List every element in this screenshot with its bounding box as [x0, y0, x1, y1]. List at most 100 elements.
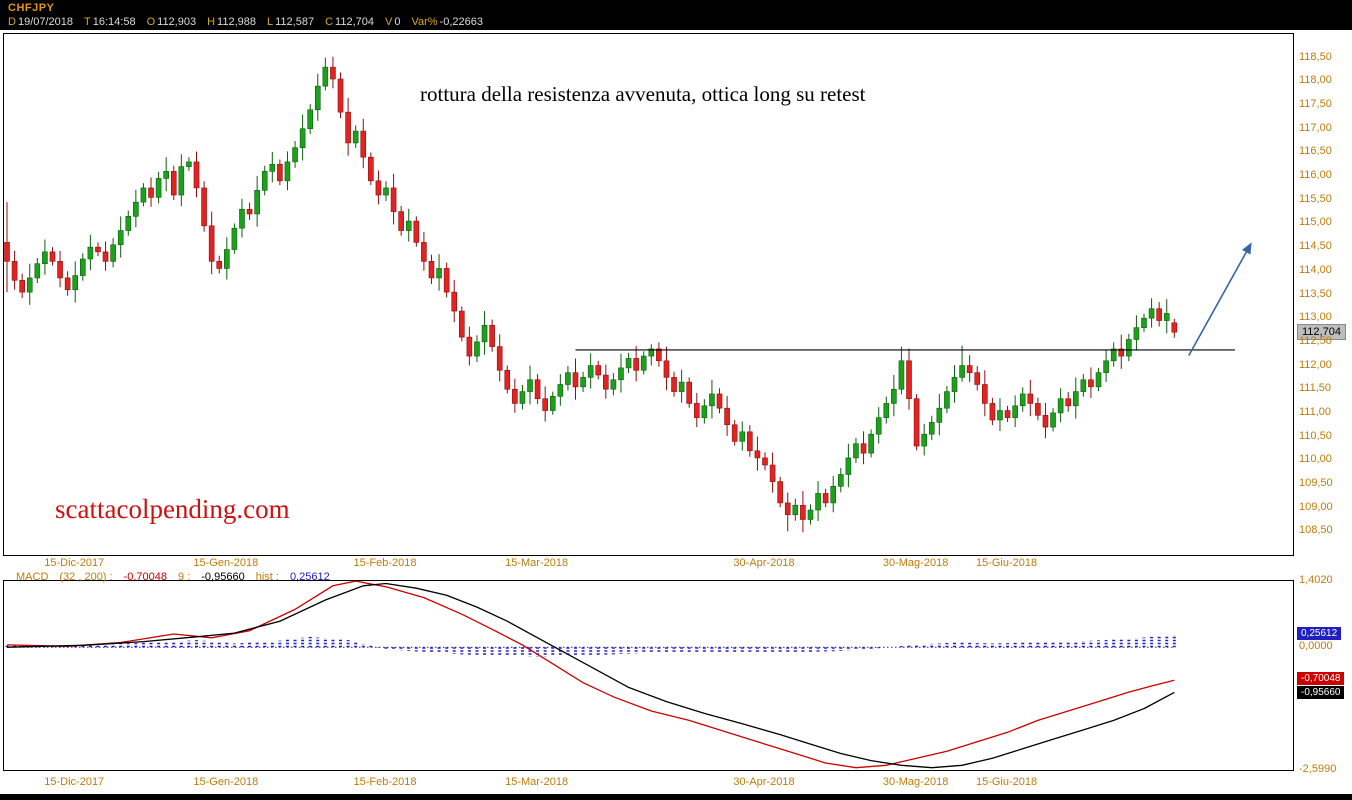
- candle-down: [64, 277, 71, 291]
- candle-down: [769, 464, 776, 482]
- candle-down: [671, 377, 677, 392]
- candle-up: [1110, 348, 1117, 362]
- candle-down: [466, 336, 473, 357]
- candle-up: [837, 474, 844, 487]
- price-tick-label: 111,50: [1299, 382, 1332, 395]
- price-tick-label: 115,50: [1299, 192, 1332, 205]
- quote-field-var: Var% -0,22663: [411, 16, 483, 28]
- candle-up: [269, 163, 276, 172]
- candle-up: [72, 275, 79, 291]
- candle-up: [875, 417, 882, 435]
- candle-up: [299, 128, 306, 148]
- candle-up: [352, 130, 359, 144]
- candle-up: [898, 360, 905, 390]
- candle-down: [19, 279, 25, 293]
- trend-arrow[interactable]: [1188, 242, 1252, 356]
- price-tick-label: 108,50: [1299, 524, 1333, 537]
- price-chart-panel[interactable]: [3, 33, 1294, 556]
- candle-up: [1095, 372, 1102, 388]
- candle-down: [170, 171, 177, 196]
- last-price-marker: 112,704: [1297, 324, 1346, 341]
- price-tick-label: 118,50: [1299, 50, 1332, 63]
- candle-up: [133, 201, 139, 217]
- candle-up: [1012, 405, 1018, 418]
- candle-up: [868, 433, 874, 454]
- quote-field-value: 19/07/2018: [17, 16, 74, 28]
- candle-down: [656, 348, 662, 362]
- date-tick-label: 15-Dic-2017: [44, 776, 105, 788]
- candle-up: [261, 171, 268, 191]
- candle-up: [997, 410, 1003, 421]
- price-tick-label: 112,00: [1299, 358, 1332, 371]
- candle-up: [845, 457, 852, 475]
- quote-field-label: T: [84, 16, 91, 28]
- macd-tick-label: 0,0000: [1299, 640, 1333, 653]
- candle-down: [216, 261, 223, 269]
- price-tick-label: 110,50: [1299, 429, 1332, 442]
- candle-up: [527, 379, 533, 392]
- candle-down: [603, 374, 609, 390]
- candle-down: [542, 398, 548, 411]
- candle-down: [208, 225, 215, 262]
- macd-panel[interactable]: [3, 580, 1294, 771]
- candle-down: [966, 365, 973, 373]
- macd-header-segment: (32 , 200) :: [59, 571, 113, 583]
- price-axis: 112,704 118,50 118,00 117,50 117,00 116,50 11…: [1297, 33, 1352, 556]
- candle-up: [648, 348, 655, 357]
- candle-down: [989, 403, 996, 421]
- candle-down: [595, 365, 602, 376]
- quote-field-label: D: [8, 16, 16, 28]
- date-tick-label: 30-Apr-2018: [733, 776, 795, 788]
- candle-up: [587, 365, 594, 378]
- candle-up: [709, 393, 715, 407]
- candle-down: [747, 431, 753, 452]
- date-tick-label: 15-Gen-2018: [193, 557, 259, 569]
- quote-field-value: 112,587: [275, 16, 315, 28]
- candle-up: [519, 391, 526, 404]
- candle-down: [201, 187, 207, 227]
- macd-value-box: -0,70048: [1297, 672, 1345, 686]
- date-tick-label: 15-Mar-2018: [505, 776, 569, 788]
- candle-down: [1156, 308, 1162, 321]
- candle-up: [1141, 317, 1147, 328]
- date-tick-label: 15-Dic-2017: [44, 557, 105, 569]
- quote-field-value: -0,22663: [439, 16, 483, 28]
- candle-up: [678, 381, 685, 392]
- candle-down: [913, 398, 920, 447]
- candle-down: [421, 242, 427, 262]
- candle-up: [254, 190, 260, 215]
- candle-down: [489, 324, 495, 347]
- candle-up: [640, 355, 647, 371]
- candle-down: [731, 424, 738, 442]
- candle-up: [565, 372, 571, 385]
- candle-up: [80, 258, 86, 276]
- candle-up: [792, 504, 799, 516]
- macd-header-segment: 0,25612: [289, 571, 330, 583]
- quote-header-bar: CHFJPY D 19/07/2018 T 16:14:58 O 112,903 H 112,…: [0, 0, 1352, 30]
- macd-header-segment: -0,95660: [201, 571, 245, 583]
- candle-down: [1035, 403, 1041, 416]
- quote-field-l: L 112,587: [267, 16, 314, 28]
- candle-down: [1065, 398, 1071, 407]
- candle-down: [345, 111, 351, 144]
- candle-up: [125, 216, 132, 231]
- price-tick-label: 113,00: [1299, 311, 1332, 324]
- macd-axis: 1,4020 0,0000 -2,5990 0,25612 -0,70048 -0,956…: [1297, 574, 1352, 775]
- candle-down: [443, 268, 450, 293]
- candle-up: [481, 324, 488, 343]
- quote-field-d: D 19/07/2018: [8, 16, 73, 28]
- candle-down: [1118, 348, 1125, 357]
- macd-header-segment: hist :: [255, 571, 279, 583]
- candle-down: [504, 369, 511, 390]
- candle-up: [155, 178, 162, 198]
- macd-header-segment: -0,70048: [123, 571, 168, 583]
- macd-value-box: -0,95660: [1297, 686, 1345, 700]
- candle-up: [701, 405, 708, 418]
- candle-up: [1126, 339, 1132, 357]
- candle-up: [883, 403, 890, 418]
- quote-field-c: C 112,704: [325, 16, 374, 28]
- candle-up: [474, 341, 480, 357]
- macd-header-segment: 9 :: [178, 571, 191, 583]
- quote-fields: D 19/07/2018 T 16:14:58 O 112,903 H 112,988 L 112…: [8, 16, 483, 28]
